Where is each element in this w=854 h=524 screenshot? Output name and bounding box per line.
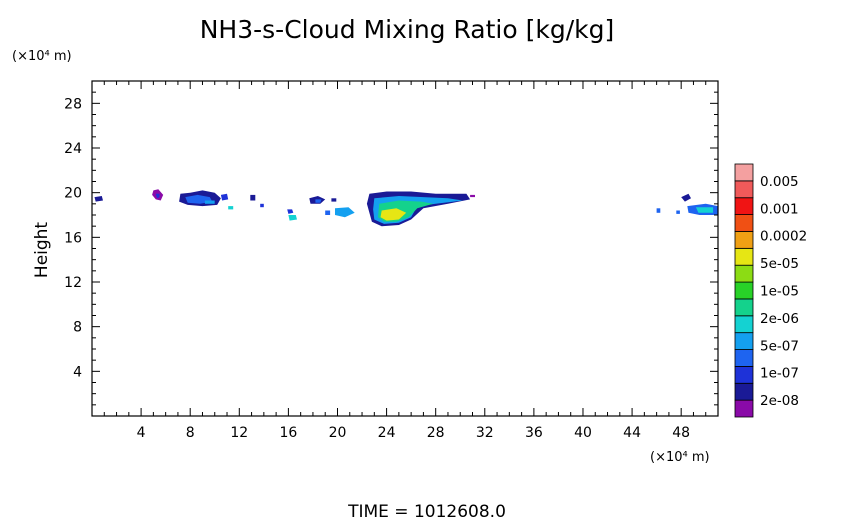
y-tick-label: 16: [64, 230, 82, 246]
cloud-region-9: [260, 203, 264, 208]
x-tick-label: 40: [574, 425, 592, 441]
cloud-region-5: [204, 200, 215, 204]
plot-frame: [91, 80, 719, 417]
cloud-region-8: [250, 194, 256, 201]
y-tick-label: 8: [73, 320, 82, 336]
y-tick-label: 24: [64, 141, 82, 157]
legend-swatch-1: [734, 382, 754, 401]
x-tick-label: 28: [427, 425, 445, 441]
cloud-region-21: [470, 194, 475, 198]
legend-swatch-7: [734, 281, 754, 300]
legend-swatch-13: [734, 180, 754, 199]
legend-swatch-14: [734, 163, 754, 182]
legend-swatch-12: [734, 197, 754, 216]
y-axis-label: Height: [32, 222, 52, 279]
x-axis-unit: (×10⁴ m): [650, 450, 710, 465]
cloud-region-26: [695, 207, 714, 213]
cloud-region-7: [228, 206, 234, 210]
cloud-region-11: [288, 215, 297, 221]
x-tick-label: 4: [137, 425, 146, 441]
x-tick-label: 32: [476, 425, 494, 441]
cloud-region-23: [676, 210, 680, 214]
legend-swatch-2: [734, 365, 754, 384]
legend-label: 2e-08: [760, 393, 799, 409]
legend-swatch-5: [734, 315, 754, 334]
x-tick-label: 48: [672, 425, 690, 441]
legend-label: 1e-07: [760, 366, 799, 382]
cloud-region-20: [380, 208, 407, 221]
y-tick-label: 12: [64, 275, 82, 291]
cloud-region-0: [94, 196, 103, 202]
legend-swatch-8: [734, 264, 754, 283]
legend-swatch-11: [734, 214, 754, 232]
legend-swatch-9: [734, 247, 754, 266]
x-tick-label: 36: [525, 425, 543, 441]
legend-label: 0.0002: [760, 229, 807, 245]
cloud-region-10: [287, 209, 294, 214]
y-tick-label: 20: [64, 186, 82, 202]
legend-label: 5e-05: [760, 256, 799, 272]
legend-label: 0.005: [760, 174, 799, 190]
cloud-region-16: [325, 210, 331, 215]
y-tick-label: 28: [64, 96, 82, 112]
cloud-region-6: [220, 193, 229, 201]
footer-time: TIME = 1012608.0: [347, 502, 506, 519]
chart-title: NH3-s-Cloud Mixing Ratio [kg/kg]: [200, 15, 615, 44]
cloud-region-2: [155, 193, 160, 199]
legend-swatch-10: [734, 231, 754, 249]
cloud-region-22: [656, 208, 661, 213]
x-tick-label: 20: [329, 425, 347, 441]
x-tick-label: 24: [378, 425, 396, 441]
legend-label: 1e-05: [760, 284, 799, 300]
x-tick-label: 8: [186, 425, 195, 441]
legend-swatch-6: [734, 298, 754, 317]
legend-swatch-3: [734, 349, 754, 367]
legend-swatch-4: [734, 332, 754, 350]
cloud-region-13: [315, 199, 322, 203]
y-axis-unit: (×10⁴ m): [12, 49, 72, 64]
color-legend: 2e-08 1e-07 5e-07 2e-06 1e-05 5e-05 0.0002 0.00…: [734, 163, 807, 418]
legend-label: 5e-07: [760, 338, 799, 354]
cloud-region-15: [335, 207, 355, 218]
x-tick-label: 44: [623, 425, 641, 441]
cloud-region-14: [331, 198, 337, 202]
x-tick-label: 12: [230, 425, 248, 441]
cloud-region-24: [681, 193, 691, 202]
y-tick-label: 4: [73, 364, 82, 380]
x-tick-label: 16: [279, 425, 297, 441]
plot-fills: [94, 189, 718, 227]
legend-swatch-0: [734, 399, 754, 418]
legend-label: 2e-06: [760, 311, 799, 327]
legend-label: 0.001: [760, 201, 799, 217]
